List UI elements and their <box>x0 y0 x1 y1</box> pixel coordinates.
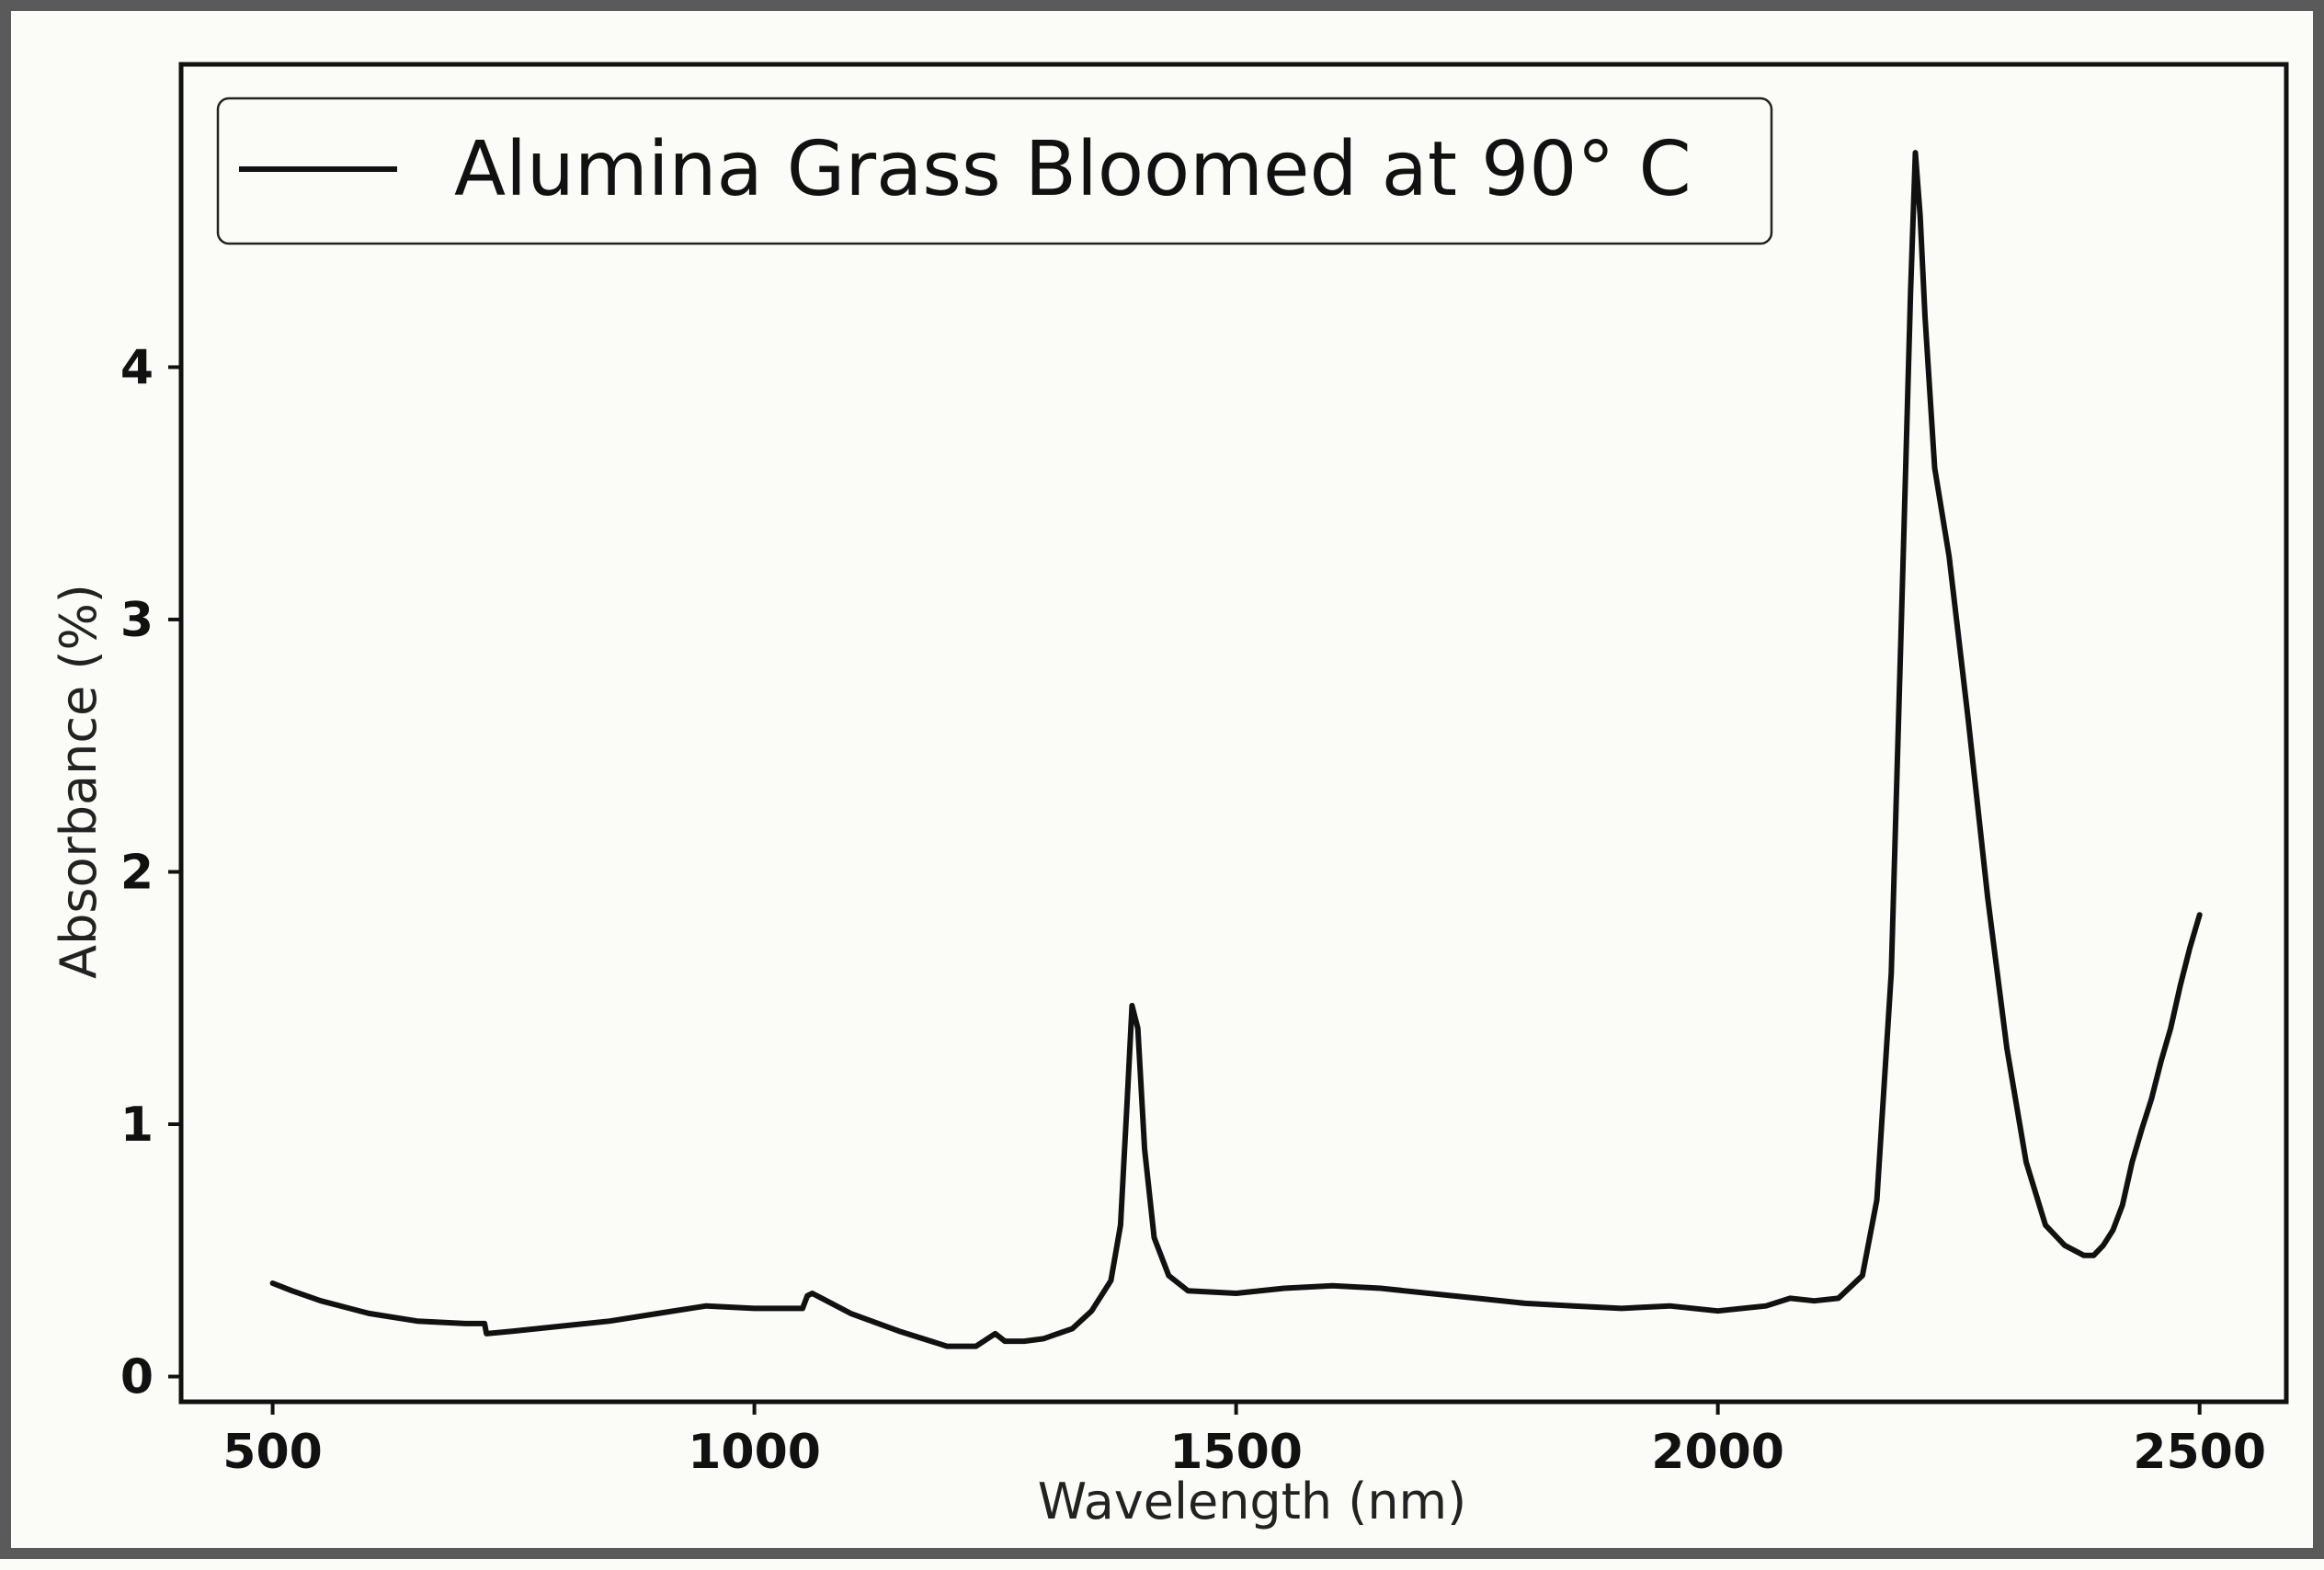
x-axis: 500 1000 1500 2000 2500 <box>222 1402 2266 1480</box>
y-tick-label: 3 <box>120 593 154 648</box>
absorbance-line-chart: 0 1 2 3 4 500 1000 1500 2000 2500 Alumina Grass … <box>50 62 2289 1530</box>
y-axis: 0 1 2 3 4 <box>120 340 181 1405</box>
y-axis-title: Absorbance (%) <box>50 584 108 979</box>
x-tick-label: 1500 <box>1169 1425 1303 1480</box>
y-tick-label: 1 <box>120 1098 154 1153</box>
x-tick-label: 2000 <box>1651 1425 1784 1480</box>
x-tick-label: 2500 <box>2133 1425 2266 1480</box>
x-axis-title: Wavelength (nm) <box>1038 1473 1466 1530</box>
legend-box <box>216 97 1773 245</box>
x-tick-label: 1000 <box>688 1425 821 1480</box>
y-tick-label: 0 <box>120 1350 154 1405</box>
x-tick-label: 500 <box>222 1425 323 1480</box>
y-tick-label: 2 <box>120 845 154 900</box>
plot-area <box>178 62 2289 1405</box>
y-tick-label: 4 <box>120 340 154 395</box>
legend-label: Alumina Grass Bloomed at 90° C <box>454 126 1692 213</box>
legend: Alumina Grass Bloomed at 90° C <box>216 97 1773 245</box>
series-line-alumina-grass <box>269 150 2203 1349</box>
